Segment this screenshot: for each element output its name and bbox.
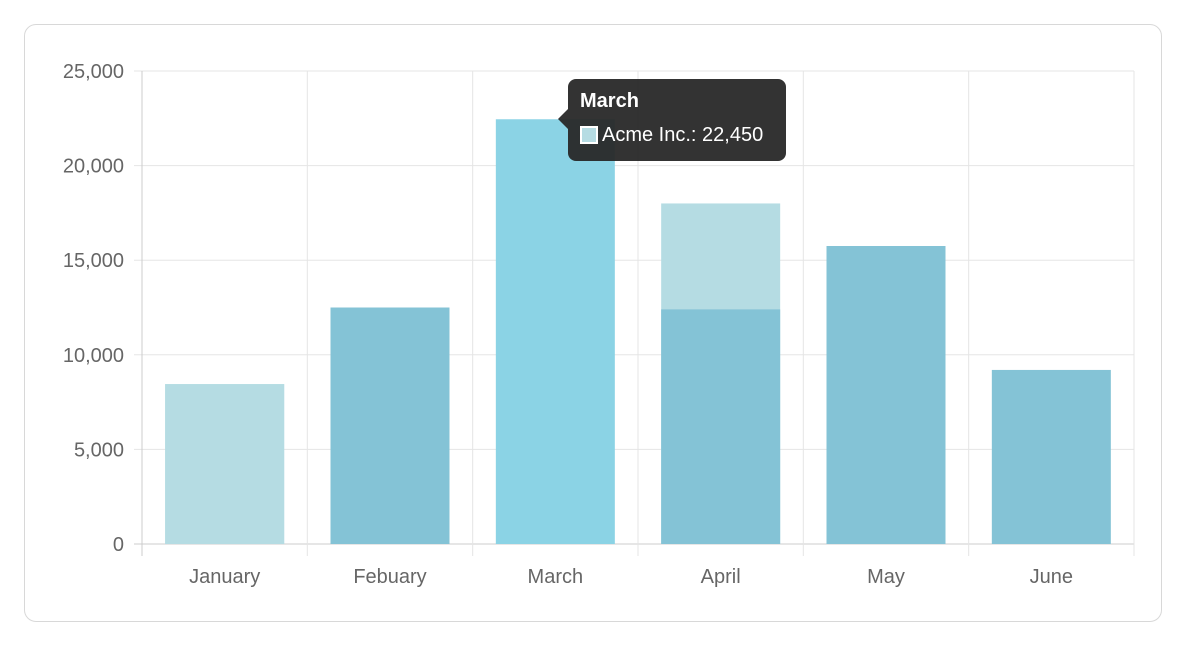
y-tick-label: 0 bbox=[113, 534, 124, 556]
tooltip-label: Acme Inc.: 22,450 bbox=[602, 124, 764, 146]
y-tick-label: 10,000 bbox=[63, 345, 124, 367]
chart-tooltip: March Acme Inc.: 22,450 bbox=[558, 79, 786, 161]
bar bbox=[826, 246, 946, 544]
bar bbox=[495, 119, 615, 544]
y-tick-label: 20,000 bbox=[63, 156, 124, 178]
bar bbox=[661, 309, 781, 544]
tooltip-title: March bbox=[580, 90, 639, 112]
x-tick-label: May bbox=[867, 566, 905, 588]
tooltip-row: Acme Inc.: 22,450 bbox=[580, 123, 774, 147]
y-tick-label: 5,000 bbox=[74, 439, 124, 461]
bar bbox=[991, 369, 1111, 544]
y-tick-label: 25,000 bbox=[63, 61, 124, 83]
x-tick-label: Febuary bbox=[353, 566, 426, 588]
x-tick-label: March bbox=[528, 566, 584, 588]
x-tick-label: June bbox=[1030, 566, 1073, 588]
y-tick-label: 15,000 bbox=[63, 250, 124, 272]
x-tick-label: January bbox=[189, 566, 260, 588]
bar bbox=[330, 307, 450, 544]
tooltip-swatch bbox=[580, 126, 598, 144]
bar bbox=[165, 384, 285, 544]
x-tick-label: April bbox=[701, 566, 741, 588]
